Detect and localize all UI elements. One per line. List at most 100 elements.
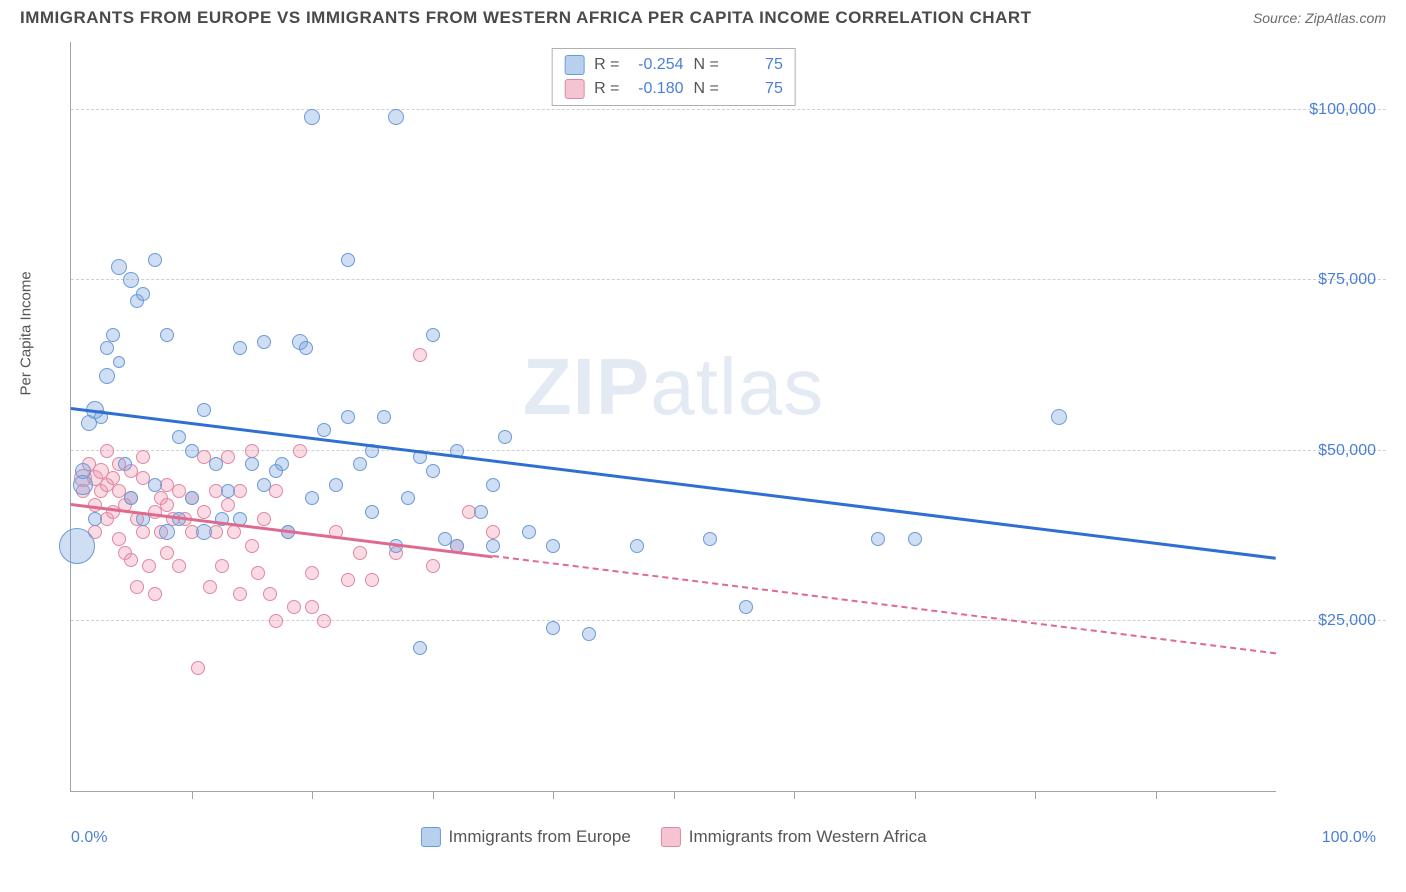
r-value-europe: -0.254 (630, 56, 684, 74)
data-point (245, 539, 259, 553)
data-point (124, 491, 138, 505)
data-point (486, 539, 500, 553)
chart-source: Source: ZipAtlas.com (1253, 10, 1386, 26)
x-tick (433, 791, 434, 799)
data-point (341, 573, 355, 587)
data-point (191, 661, 205, 675)
legend-row-africa: R = -0.180 N = 75 (552, 77, 795, 101)
swatch-europe (420, 827, 440, 847)
data-point (75, 463, 91, 479)
data-point (1051, 409, 1067, 425)
data-point (908, 532, 922, 546)
data-point (498, 430, 512, 444)
data-point (582, 627, 596, 641)
data-point (130, 580, 144, 594)
watermark: ZIPatlas (523, 341, 824, 433)
x-tick (1156, 791, 1157, 799)
data-point (486, 525, 500, 539)
x-tick (192, 791, 193, 799)
data-point (305, 600, 319, 614)
data-point (142, 559, 156, 573)
data-point (257, 512, 271, 526)
data-point (269, 614, 283, 628)
data-point (341, 410, 355, 424)
data-point (317, 423, 331, 437)
n-label: N = (694, 56, 719, 74)
data-point (59, 528, 95, 564)
n-value-europe: 75 (729, 56, 783, 74)
x-tick (1035, 791, 1036, 799)
x-axis-min: 0.0% (71, 829, 107, 847)
data-point (630, 539, 644, 553)
y-tick-label: $50,000 (1318, 442, 1376, 460)
data-point (172, 559, 186, 573)
data-point (353, 546, 367, 560)
swatch-africa (661, 827, 681, 847)
data-point (413, 641, 427, 655)
data-point (221, 498, 235, 512)
data-point (401, 491, 415, 505)
data-point (88, 512, 102, 526)
data-point (197, 403, 211, 417)
data-point (123, 272, 139, 288)
data-point (293, 444, 307, 458)
r-label: R = (594, 80, 619, 98)
data-point (160, 498, 174, 512)
data-point (329, 478, 343, 492)
data-point (185, 491, 199, 505)
n-value-africa: 75 (729, 80, 783, 98)
legend-label-europe: Immigrants from Europe (448, 827, 630, 847)
data-point (305, 491, 319, 505)
data-point (106, 471, 120, 485)
data-point (377, 410, 391, 424)
trend-line-dashed (493, 555, 1276, 654)
data-point (136, 525, 150, 539)
data-point (111, 259, 127, 275)
x-tick (553, 791, 554, 799)
gridline (71, 109, 1386, 110)
data-point (160, 546, 174, 560)
data-point (317, 614, 331, 628)
data-point (106, 328, 120, 342)
data-point (341, 253, 355, 267)
data-point (257, 478, 271, 492)
data-point (113, 356, 125, 368)
swatch-africa (564, 79, 584, 99)
y-tick-label: $25,000 (1318, 612, 1376, 630)
data-point (413, 348, 427, 362)
data-point (136, 287, 150, 301)
data-point (118, 457, 132, 471)
data-point (353, 457, 367, 471)
data-point (426, 328, 440, 342)
data-point (233, 341, 247, 355)
data-point (124, 553, 138, 567)
data-point (215, 559, 229, 573)
data-point (546, 621, 560, 635)
data-point (299, 341, 313, 355)
data-point (233, 484, 247, 498)
x-tick (794, 791, 795, 799)
data-point (474, 505, 488, 519)
data-point (245, 444, 259, 458)
data-point (221, 450, 235, 464)
legend-row-europe: R = -0.254 N = 75 (552, 53, 795, 77)
y-tick-label: $100,000 (1309, 101, 1376, 119)
y-axis-title: Per Capita Income (18, 271, 35, 395)
n-label: N = (694, 80, 719, 98)
data-point (160, 328, 174, 342)
data-point (257, 335, 271, 349)
data-point (112, 532, 126, 546)
data-point (185, 444, 199, 458)
chart-title: IMMIGRANTS FROM EUROPE VS IMMIGRANTS FRO… (20, 8, 1032, 28)
data-point (148, 478, 162, 492)
data-point (233, 587, 247, 601)
legend-label-africa: Immigrants from Western Africa (689, 827, 927, 847)
data-point (522, 525, 536, 539)
data-point (739, 600, 753, 614)
r-value-africa: -0.180 (630, 80, 684, 98)
data-point (209, 457, 223, 471)
x-tick (674, 791, 675, 799)
x-axis-max: 100.0% (1322, 829, 1376, 847)
data-point (148, 587, 162, 601)
data-point (159, 524, 175, 540)
